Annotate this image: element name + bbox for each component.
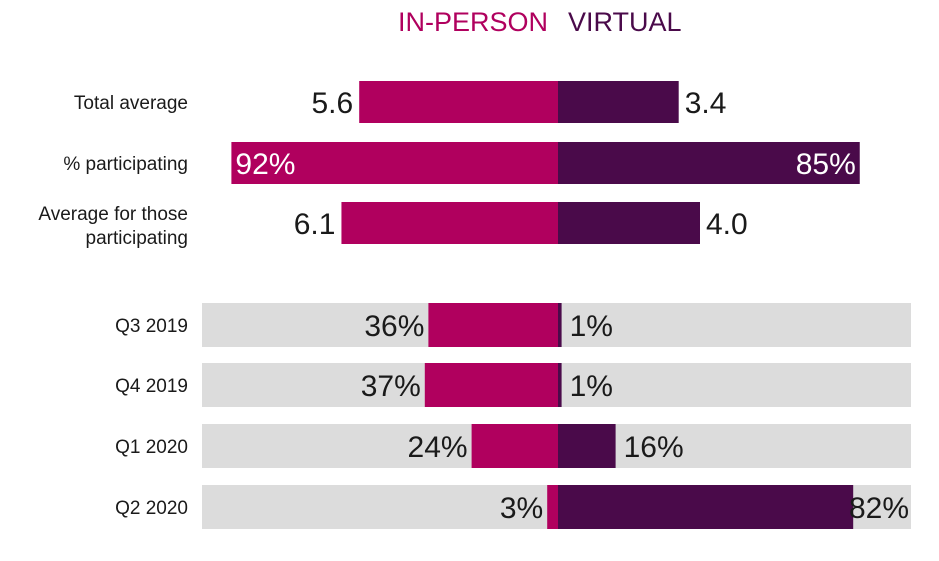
bar-virtual: [558, 202, 700, 244]
row-label: % participating: [63, 154, 188, 175]
value-label-virtual: 1%: [570, 310, 613, 343]
value-label-in-person: 92%: [235, 148, 295, 181]
bar-virtual: [558, 363, 562, 407]
row-label: participating: [86, 228, 188, 249]
bar-virtual: [558, 485, 854, 529]
row-label: Total average: [74, 93, 188, 114]
value-label-virtual: 1%: [570, 370, 613, 403]
row-label: Average for those: [38, 204, 188, 225]
bar-in-person: [359, 81, 558, 123]
legend-virtual: VIRTUAL: [568, 7, 682, 37]
value-label-virtual: 3.4: [685, 87, 727, 120]
value-label-in-person: 37%: [361, 370, 421, 403]
row-label: Q2 2020: [115, 498, 188, 519]
bar-virtual: [558, 142, 860, 184]
value-label-in-person: 5.6: [311, 87, 353, 120]
value-label-in-person: 6.1: [294, 208, 336, 241]
legend-in-person: IN-PERSON: [398, 7, 548, 37]
bar-in-person: [428, 303, 558, 347]
value-label-virtual: 4.0: [706, 208, 748, 241]
bar-in-person: [547, 485, 558, 529]
bar-virtual: [558, 303, 562, 347]
value-label-in-person: 3%: [500, 492, 543, 525]
row-label: Q4 2019: [115, 376, 188, 397]
value-label-virtual: 16%: [624, 431, 684, 464]
row-label: Q1 2020: [115, 437, 188, 458]
value-label-in-person: 36%: [364, 310, 424, 343]
bar-virtual: [558, 81, 679, 123]
bar-in-person: [471, 424, 558, 468]
bar-in-person: [341, 202, 558, 244]
row-label: Q3 2019: [115, 316, 188, 337]
value-label-virtual: 82%: [849, 492, 909, 525]
bar-virtual: [558, 424, 616, 468]
bar-in-person: [424, 363, 558, 407]
bar-in-person: [231, 142, 558, 184]
value-label-in-person: 24%: [408, 431, 468, 464]
value-label-virtual: 85%: [796, 148, 856, 181]
